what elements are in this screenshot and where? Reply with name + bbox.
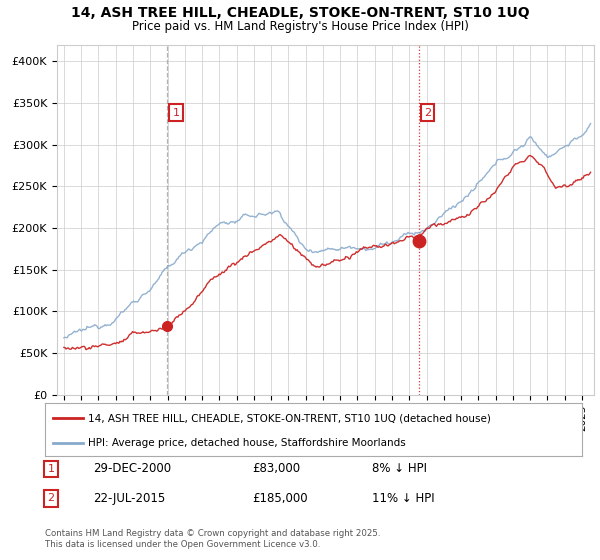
Text: 1: 1 bbox=[47, 464, 55, 474]
Text: 11% ↓ HPI: 11% ↓ HPI bbox=[372, 492, 434, 505]
Text: 2: 2 bbox=[424, 108, 431, 118]
Text: 8% ↓ HPI: 8% ↓ HPI bbox=[372, 462, 427, 475]
Text: £83,000: £83,000 bbox=[252, 462, 300, 475]
Text: 14, ASH TREE HILL, CHEADLE, STOKE-ON-TRENT, ST10 1UQ: 14, ASH TREE HILL, CHEADLE, STOKE-ON-TRE… bbox=[71, 6, 529, 20]
Text: 1: 1 bbox=[173, 108, 179, 118]
Text: 22-JUL-2015: 22-JUL-2015 bbox=[93, 492, 165, 505]
Text: Price paid vs. HM Land Registry's House Price Index (HPI): Price paid vs. HM Land Registry's House … bbox=[131, 20, 469, 32]
Text: 2: 2 bbox=[47, 493, 55, 503]
Text: £185,000: £185,000 bbox=[252, 492, 308, 505]
Text: HPI: Average price, detached house, Staffordshire Moorlands: HPI: Average price, detached house, Staf… bbox=[88, 438, 406, 448]
Text: Contains HM Land Registry data © Crown copyright and database right 2025.
This d: Contains HM Land Registry data © Crown c… bbox=[45, 529, 380, 549]
Text: 29-DEC-2000: 29-DEC-2000 bbox=[93, 462, 171, 475]
Text: 14, ASH TREE HILL, CHEADLE, STOKE-ON-TRENT, ST10 1UQ (detached house): 14, ASH TREE HILL, CHEADLE, STOKE-ON-TRE… bbox=[88, 413, 491, 423]
